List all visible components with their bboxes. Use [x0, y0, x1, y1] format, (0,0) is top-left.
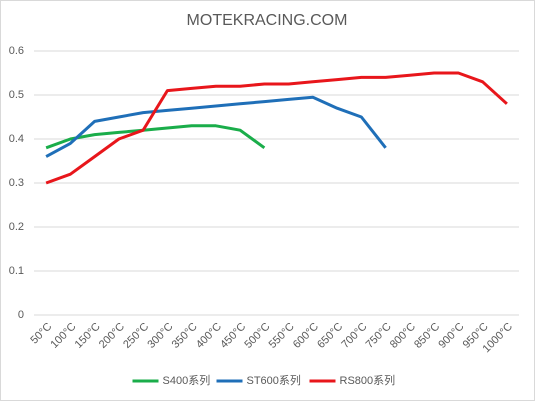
series-line — [45, 95, 387, 158]
legend-label: ST600系列 — [247, 373, 301, 387]
legend-label: RS800系列 — [340, 373, 396, 387]
y-tick-label: 0.3 — [9, 177, 24, 189]
series-line — [45, 71, 508, 185]
legend-label: S400系列 — [163, 373, 211, 387]
y-tick-label: 0.4 — [9, 133, 24, 145]
chart-title: MOTEKRACING.COM — [187, 12, 348, 29]
y-tick-label: 0.1 — [9, 265, 24, 277]
y-tick-label: 0 — [18, 309, 24, 321]
y-tick-label: 0.2 — [9, 221, 24, 233]
y-tick-label: 0.6 — [9, 45, 24, 57]
y-tick-label: 0.5 — [9, 89, 24, 101]
series-line — [45, 124, 266, 150]
